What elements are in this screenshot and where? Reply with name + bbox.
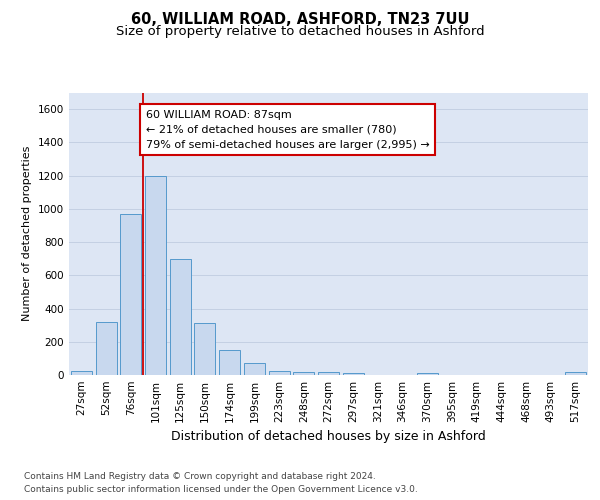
Bar <box>145 176 166 375</box>
Bar <box>120 214 141 375</box>
Bar <box>194 324 215 375</box>
Bar <box>318 372 339 375</box>
Bar <box>95 322 116 375</box>
Bar <box>71 371 92 375</box>
Text: Size of property relative to detached houses in Ashford: Size of property relative to detached ho… <box>116 25 484 38</box>
Bar <box>170 258 191 375</box>
Bar <box>219 350 240 375</box>
Text: Contains HM Land Registry data © Crown copyright and database right 2024.: Contains HM Land Registry data © Crown c… <box>24 472 376 481</box>
Bar <box>565 372 586 375</box>
Bar <box>417 373 438 375</box>
Bar <box>244 362 265 375</box>
Bar <box>293 372 314 375</box>
Y-axis label: Number of detached properties: Number of detached properties <box>22 146 32 322</box>
Text: Contains public sector information licensed under the Open Government Licence v3: Contains public sector information licen… <box>24 485 418 494</box>
Bar <box>269 371 290 375</box>
Bar <box>343 373 364 375</box>
Text: 60 WILLIAM ROAD: 87sqm
← 21% of detached houses are smaller (780)
79% of semi-de: 60 WILLIAM ROAD: 87sqm ← 21% of detached… <box>146 110 430 150</box>
Text: 60, WILLIAM ROAD, ASHFORD, TN23 7UU: 60, WILLIAM ROAD, ASHFORD, TN23 7UU <box>131 12 469 28</box>
X-axis label: Distribution of detached houses by size in Ashford: Distribution of detached houses by size … <box>171 430 486 444</box>
